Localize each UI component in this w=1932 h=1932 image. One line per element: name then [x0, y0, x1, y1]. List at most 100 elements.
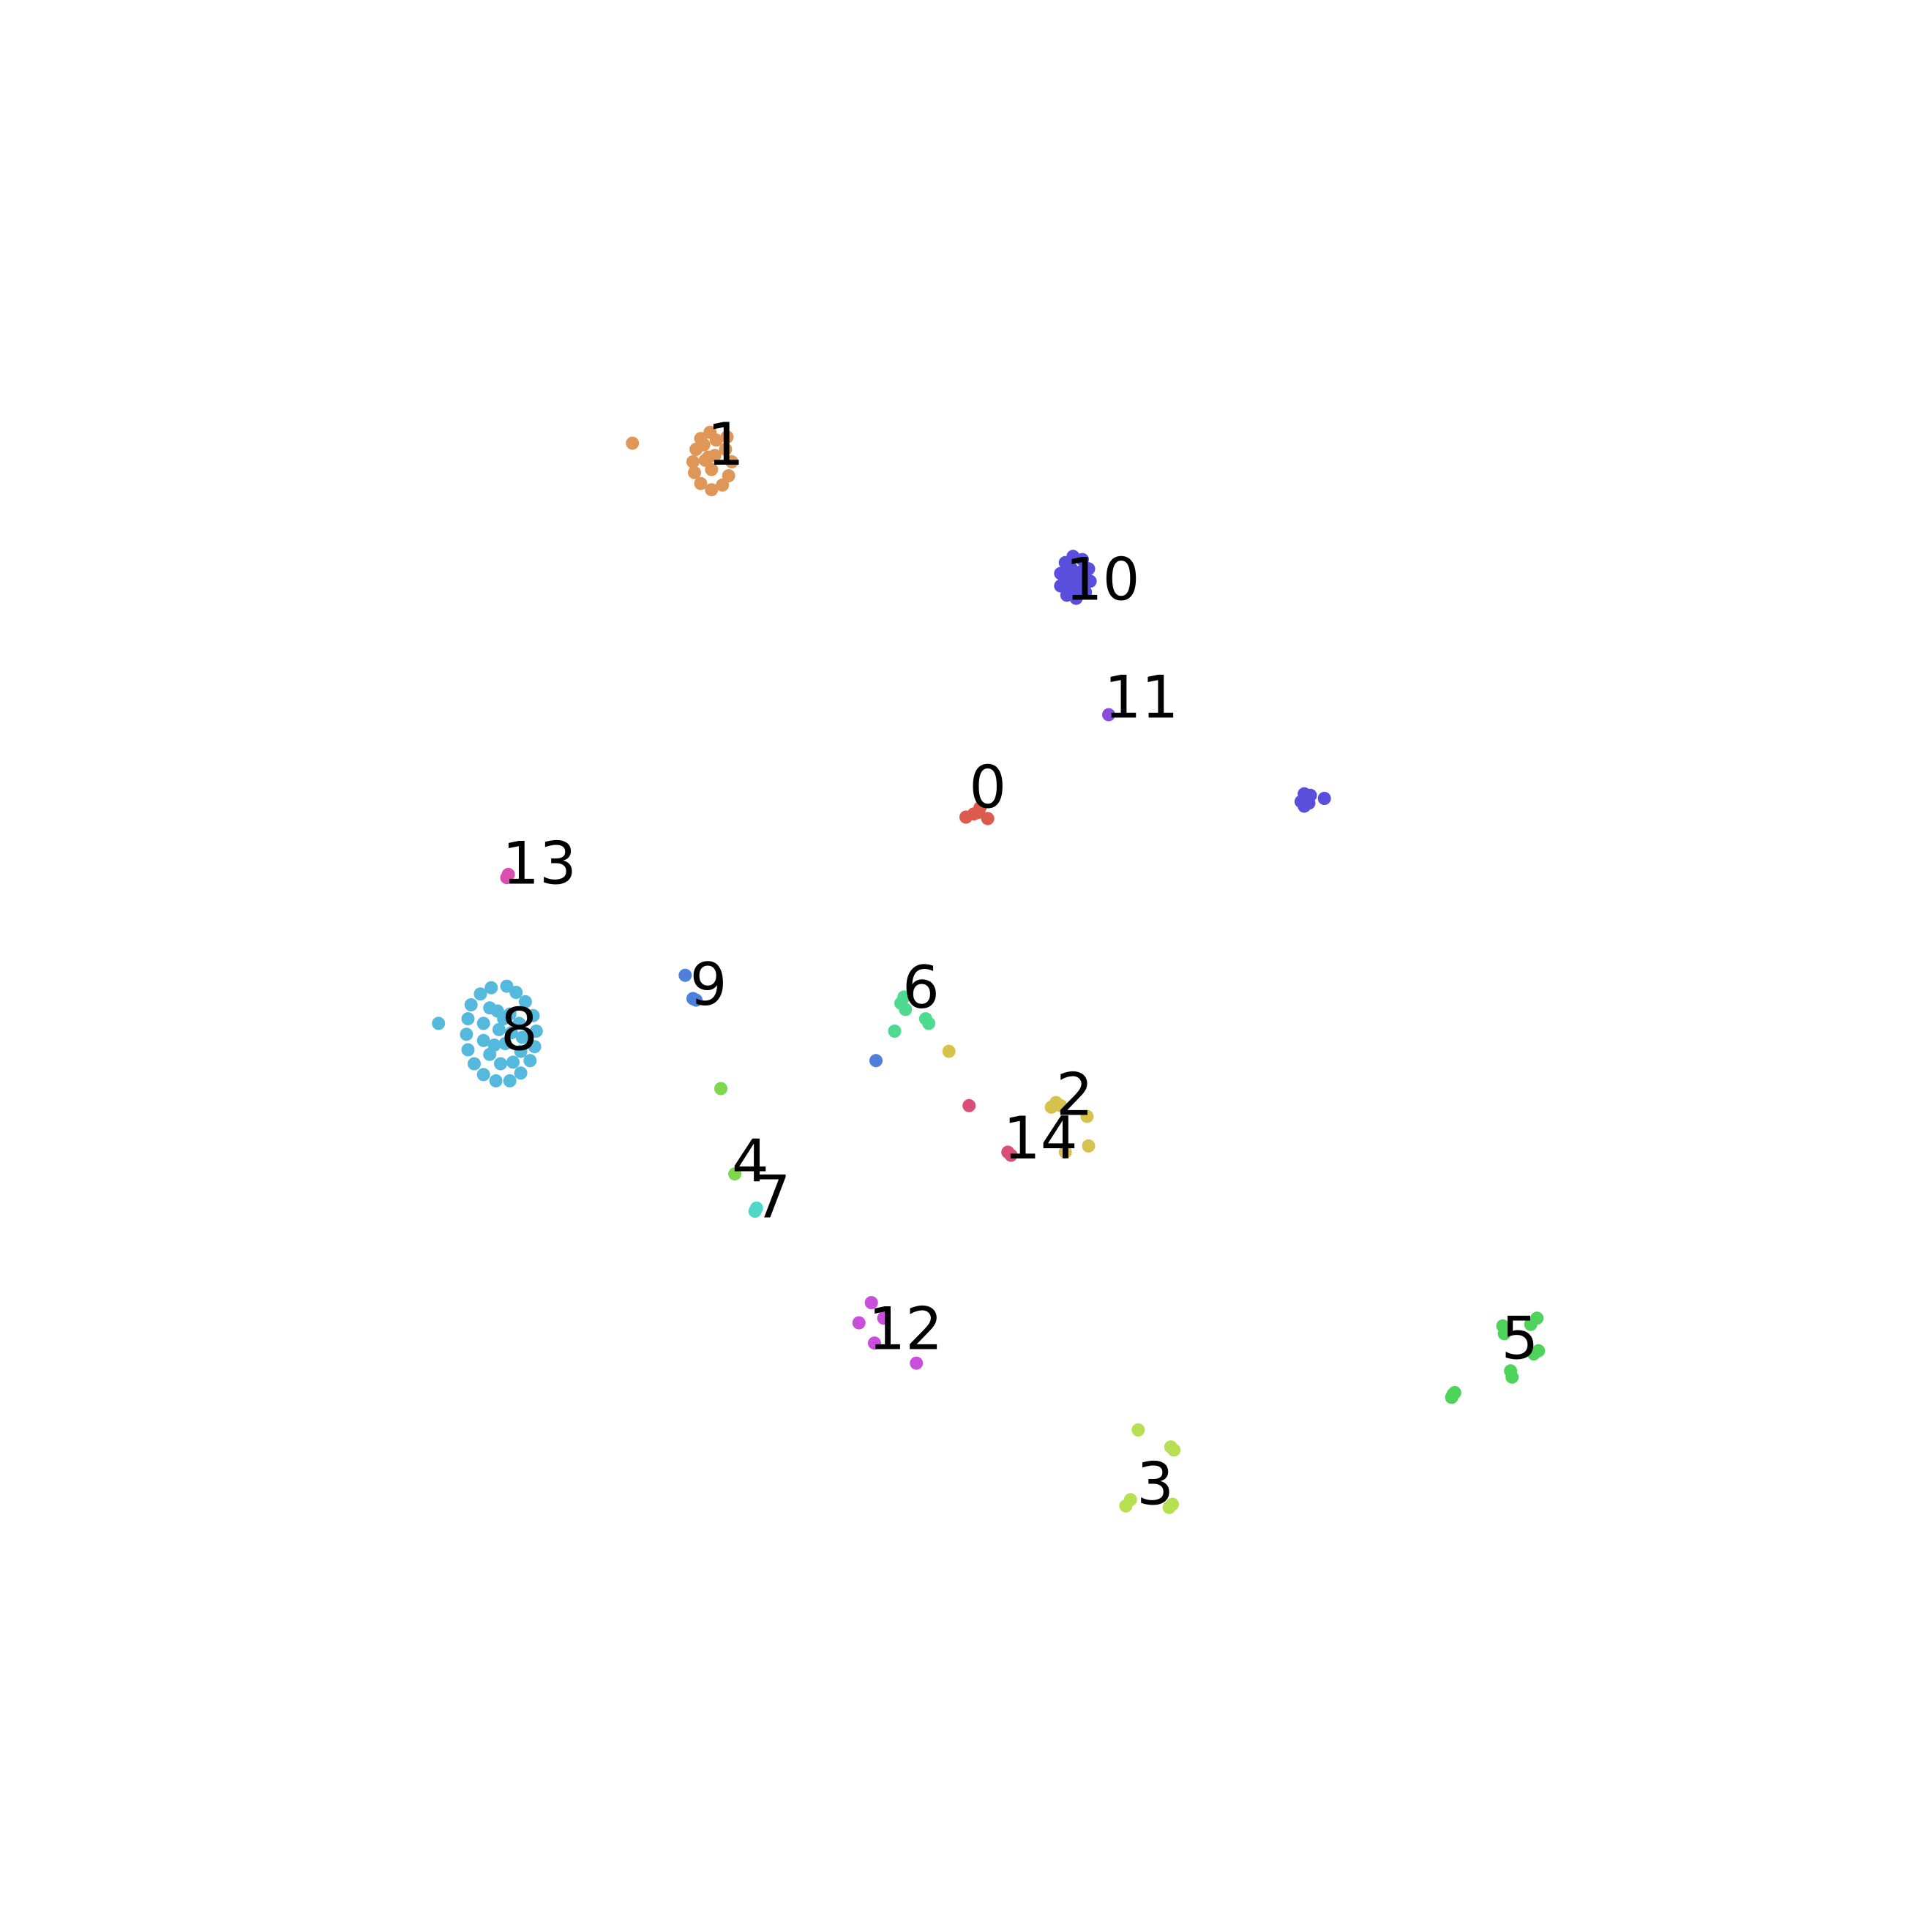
data-point-cluster-0	[972, 806, 985, 820]
cluster-label-12: 12	[868, 1295, 943, 1363]
data-point-cluster-11	[1102, 708, 1115, 722]
data-point-cluster-8	[432, 1016, 446, 1030]
data-point-cluster-1	[705, 463, 719, 476]
data-point-cluster-6	[888, 1025, 902, 1038]
points-layer	[432, 425, 1546, 1514]
data-point-cluster-1	[697, 438, 711, 452]
data-point-cluster-8	[484, 981, 498, 995]
data-point-cluster-5	[1446, 1388, 1460, 1401]
cluster-label-11: 11	[1104, 664, 1179, 732]
data-point-cluster-8	[529, 1025, 543, 1038]
data-point-cluster-8	[487, 1038, 501, 1052]
data-point-cluster-8	[461, 1043, 475, 1057]
data-point-cluster-6	[899, 1003, 913, 1016]
cluster-label-2: 2	[1056, 1061, 1093, 1129]
data-point-cluster-2	[1080, 1109, 1094, 1123]
data-point-cluster-8	[460, 1027, 473, 1041]
cluster-label-7: 7	[754, 1163, 791, 1231]
data-point-cluster-5	[1532, 1344, 1546, 1358]
data-point-cluster-13	[501, 867, 515, 881]
data-point-cluster-14	[1004, 1148, 1018, 1162]
data-point-cluster-9	[869, 1054, 883, 1068]
data-point-cluster-2	[1054, 1098, 1068, 1112]
data-point-cluster-8	[476, 1033, 490, 1047]
data-point-cluster-3	[1131, 1423, 1145, 1437]
data-point-cluster-10	[1054, 566, 1068, 580]
data-point-cluster-1	[702, 450, 716, 464]
data-point-cluster-0	[981, 812, 995, 825]
data-point-cluster-1	[724, 455, 738, 468]
data-point-cluster-8	[492, 1022, 506, 1036]
data-point-unlabeled	[942, 1044, 956, 1058]
data-point-cluster-8	[476, 1068, 490, 1082]
data-point-cluster-4	[728, 1167, 742, 1181]
cluster-label-3: 3	[1137, 1450, 1174, 1519]
data-point-cluster-5	[1505, 1370, 1519, 1384]
data-point-cluster-1	[722, 469, 735, 483]
data-point-cluster-1	[705, 483, 719, 497]
data-point-cluster-10	[1076, 553, 1089, 566]
data-point-cluster-1	[626, 436, 640, 450]
data-point-cluster-8	[515, 1030, 529, 1044]
data-point-cluster-1	[720, 430, 734, 444]
data-point-cluster-10	[1054, 579, 1068, 593]
data-point-cluster-1	[694, 476, 708, 490]
data-point-cluster-8	[476, 1016, 490, 1030]
data-point-cluster-8	[473, 987, 487, 1001]
data-point-cluster-10	[1071, 572, 1085, 585]
data-point-cluster-9	[689, 993, 703, 1007]
data-point-cluster-12	[867, 1336, 881, 1350]
data-point-cluster-8	[512, 1016, 526, 1030]
data-point-cluster-1	[688, 465, 701, 479]
data-point-cluster-3	[1123, 1493, 1137, 1507]
data-point-cluster-8	[506, 1055, 520, 1069]
cluster-label-10: 10	[1066, 546, 1140, 614]
cluster-label-0: 0	[969, 754, 1006, 822]
data-point-cluster-12	[910, 1356, 924, 1370]
cluster-label-9: 9	[690, 951, 727, 1019]
data-point-cluster-7	[749, 1201, 763, 1215]
cluster-label-13: 13	[502, 830, 577, 898]
data-point-cluster-8	[526, 1008, 540, 1022]
data-point-cluster-1	[716, 478, 730, 492]
data-point-cluster-12	[877, 1311, 891, 1325]
data-point-cluster-8	[509, 986, 523, 999]
cluster-label-14: 14	[1003, 1104, 1078, 1172]
data-point-cluster-8	[498, 1037, 512, 1050]
data-point-cluster-8	[468, 1057, 481, 1071]
data-point-cluster-8	[500, 979, 514, 993]
data-point-cluster-2	[1082, 1139, 1096, 1153]
data-point-cluster-10	[1317, 792, 1331, 805]
data-point-cluster-14	[962, 1098, 976, 1112]
data-point-cluster-8	[518, 995, 532, 1008]
data-point-cluster-10	[1303, 788, 1317, 802]
data-point-cluster-1	[719, 443, 733, 456]
data-point-cluster-3	[1166, 1497, 1179, 1511]
data-point-cluster-8	[514, 1066, 528, 1080]
data-point-cluster-1	[686, 455, 700, 468]
data-point-cluster-2	[1058, 1145, 1072, 1159]
data-point-cluster-8	[504, 1026, 518, 1040]
data-point-cluster-9	[678, 968, 692, 982]
cluster-label-4: 4	[732, 1128, 769, 1196]
data-point-cluster-12	[864, 1296, 878, 1309]
data-point-cluster-5	[1497, 1327, 1511, 1341]
data-point-cluster-8	[489, 1074, 503, 1087]
data-point-cluster-3	[1167, 1443, 1181, 1457]
data-point-cluster-8	[497, 1012, 511, 1026]
cluster-label-6: 6	[902, 954, 940, 1022]
data-point-cluster-1	[709, 433, 723, 447]
data-point-cluster-8	[523, 1054, 537, 1068]
data-point-cluster-4	[714, 1082, 727, 1096]
data-point-cluster-8	[461, 1012, 475, 1026]
data-point-cluster-8	[514, 1044, 528, 1058]
data-point-cluster-12	[852, 1316, 866, 1330]
cluster-label-8: 8	[501, 995, 538, 1063]
cluster-label-5: 5	[1501, 1304, 1538, 1372]
data-point-cluster-8	[494, 1057, 507, 1071]
data-point-cluster-6	[922, 1016, 936, 1030]
data-point-cluster-5	[1524, 1317, 1538, 1331]
